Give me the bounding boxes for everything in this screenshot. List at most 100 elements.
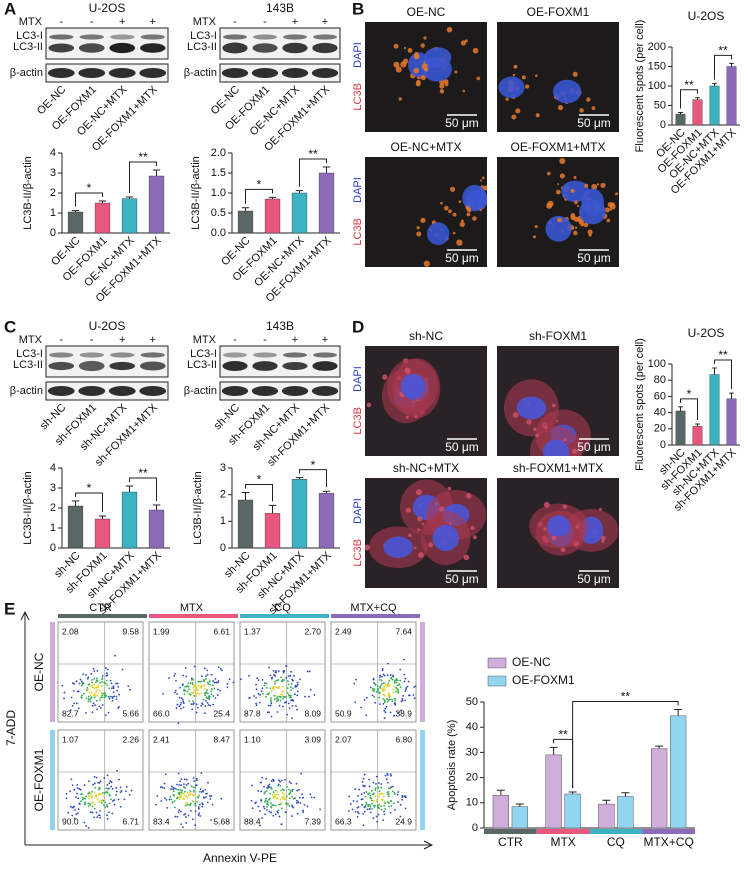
lc3-puncta — [407, 48, 413, 53]
event-dot — [278, 803, 281, 806]
error-bar — [98, 200, 107, 203]
significance-label: ** — [308, 147, 318, 161]
event-dot — [128, 794, 131, 796]
event-dot — [89, 694, 92, 697]
cells — [416, 176, 487, 267]
x-tick-label: MTX+CQ — [643, 835, 693, 849]
event-dot — [100, 685, 103, 688]
quadrant-value: 8.09 — [304, 708, 321, 718]
y-tick-label: 0.5 — [211, 207, 226, 219]
treatment-sign: + — [119, 16, 125, 28]
legend-swatch — [487, 657, 507, 669]
event-dot — [286, 713, 289, 716]
event-dot — [182, 792, 184, 795]
lc3-puncta — [526, 419, 532, 425]
event-dot — [98, 787, 101, 790]
event-dot — [102, 692, 105, 695]
event-dot — [85, 673, 88, 676]
event-dot — [177, 811, 180, 814]
event-dot — [165, 798, 168, 801]
event-dot — [207, 683, 210, 686]
event-dot — [378, 807, 380, 810]
event-dot — [277, 784, 279, 787]
event-dot — [184, 685, 187, 688]
event-dot — [356, 800, 359, 803]
blot-band — [313, 352, 337, 358]
event-dot — [78, 803, 81, 805]
event-dot — [96, 688, 99, 691]
event-dot — [204, 712, 206, 715]
event-dot — [285, 676, 288, 679]
event-dot — [163, 787, 166, 789]
event-dot — [183, 783, 185, 786]
nucleus — [545, 215, 572, 242]
lc3-puncta — [580, 222, 584, 227]
axis-arrow — [20, 610, 434, 850]
event-dot — [189, 803, 192, 806]
event-dot — [374, 684, 377, 686]
event-dot — [204, 694, 206, 696]
event-dot — [73, 683, 76, 685]
significance-label: ** — [138, 466, 148, 480]
event-dot — [272, 804, 275, 807]
event-dot — [120, 789, 123, 792]
event-dot — [81, 696, 83, 699]
event-dot — [302, 796, 304, 799]
image-label: sh-FOXM1 — [529, 329, 587, 343]
event-dot — [377, 691, 380, 694]
event-dot — [67, 811, 70, 814]
error-bar — [729, 62, 734, 67]
event-dot — [185, 675, 188, 678]
event-dot — [193, 684, 196, 687]
treatment-sign: + — [292, 334, 298, 346]
event-dot — [191, 793, 194, 796]
lc3-puncta — [447, 486, 452, 491]
event-dot — [182, 798, 185, 800]
event-dot — [279, 780, 281, 783]
event-dot — [313, 796, 316, 799]
error-bar — [98, 515, 107, 519]
lc3-puncta — [460, 40, 467, 46]
lc3-puncta — [479, 179, 483, 182]
flow-plot — [57, 621, 144, 723]
lc3-puncta — [532, 235, 536, 239]
stain-label: LC3B — [352, 218, 364, 246]
event-dot — [183, 813, 185, 816]
treatment-sign: + — [119, 334, 125, 346]
significance-label: ** — [718, 44, 728, 58]
event-dot — [361, 798, 364, 801]
event-dot — [71, 784, 74, 787]
event-dot — [183, 693, 186, 696]
event-dot — [200, 686, 203, 688]
event-dot — [294, 705, 297, 707]
event-dot — [351, 808, 354, 811]
event-dot — [392, 691, 395, 694]
event-dot — [188, 688, 190, 691]
event-dot — [273, 694, 276, 697]
lc3-puncta — [512, 73, 516, 77]
event-dot — [287, 683, 290, 686]
event-dot — [397, 801, 400, 804]
event-dot — [374, 701, 377, 704]
significance-label: ** — [138, 150, 148, 164]
treatment-label: MTX — [19, 334, 43, 346]
event-dot — [129, 688, 131, 691]
blot-band — [139, 68, 167, 78]
error-bar — [695, 423, 700, 427]
event-dot — [291, 788, 294, 791]
event-dot — [278, 815, 281, 818]
y-tick-label: 20 — [466, 772, 478, 784]
event-dot — [102, 795, 104, 797]
event-dot — [92, 694, 95, 696]
event-dot — [197, 806, 200, 808]
event-dot — [185, 795, 188, 798]
event-dot — [393, 681, 396, 684]
event-dot — [169, 796, 172, 798]
bar — [675, 113, 686, 126]
event-dot — [193, 789, 195, 792]
event-dot — [115, 794, 117, 796]
lc3-puncta — [559, 173, 565, 179]
event-dot — [264, 813, 266, 816]
event-dot — [387, 805, 390, 808]
event-dot — [383, 685, 386, 688]
